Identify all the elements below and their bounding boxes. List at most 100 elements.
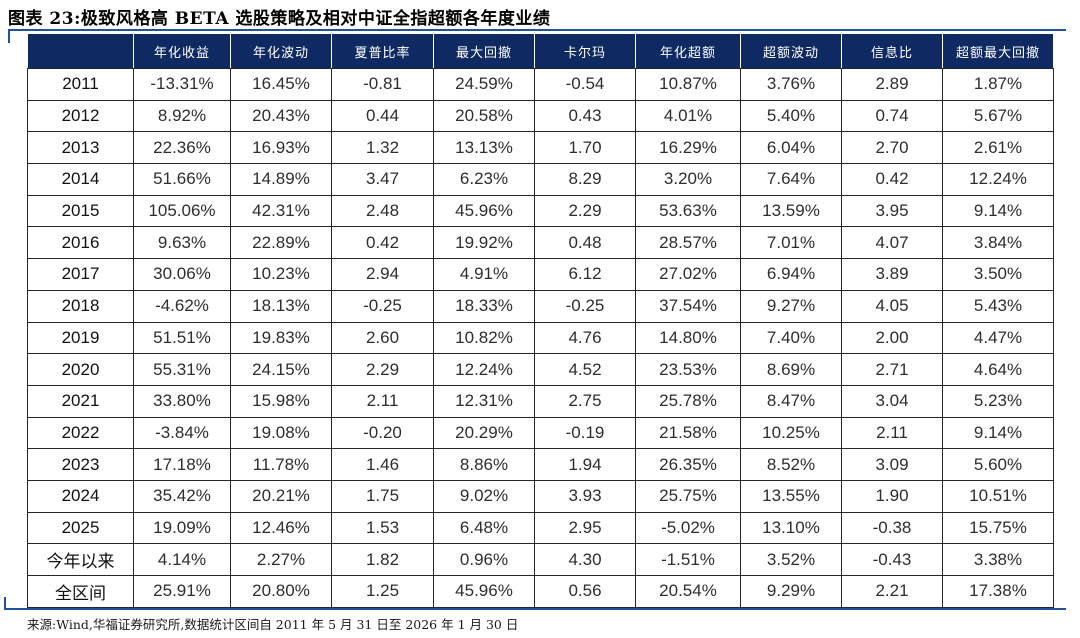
table-cell: 105.06% (133, 194, 231, 228)
row-label: 2014 (27, 163, 134, 196)
figure-title: 图表 23:极致风格高 BETA 选股策略及相对中证全指超额各年度业绩 (8, 9, 551, 29)
table-cell: 8.92% (133, 99, 231, 133)
table-cell: 0.48 (534, 226, 636, 260)
table-cell: 1.53 (331, 511, 434, 545)
table-cell: 10.23% (230, 258, 332, 291)
table-cell: 24.15% (230, 353, 332, 386)
table-cell: 14.80% (635, 321, 741, 355)
table-cell: 7.40% (740, 321, 842, 355)
table-cell: 0.56 (534, 575, 636, 608)
row-label: 2018 (27, 289, 134, 323)
table-cell: 1.87% (942, 68, 1054, 101)
table-cell: 2.94 (331, 258, 434, 291)
table-cell: -0.20 (331, 416, 434, 450)
row-label: 2011 (27, 68, 134, 101)
table-cell: 9.29% (740, 575, 842, 608)
table-cell: 25.75% (635, 479, 741, 513)
table-cell: 9.27% (740, 289, 842, 323)
table-cell: -0.25 (534, 289, 636, 323)
table-cell: 2.29 (331, 353, 434, 386)
table-cell: 20.58% (433, 99, 535, 133)
table-cell: 7.01% (740, 226, 842, 260)
table-cell: 4.64% (942, 353, 1054, 386)
table-cell: 26.35% (635, 448, 741, 481)
table-row: 2024 35.42% 20.21% 1.75 9.02% 3.93 25.75% 13.55… (27, 479, 1054, 513)
table-cell: 3.89 (841, 258, 943, 291)
table-cell: 17.38% (942, 575, 1054, 608)
row-label: 全区间 (27, 575, 134, 608)
table-row: 2017 30.06% 10.23% 2.94 4.91% 6.12 27.02% 6.94%… (27, 258, 1054, 291)
table-row: 2012 8.92% 20.43% 0.44 20.58% 0.43 4.01% 5.40% 0… (27, 99, 1054, 133)
table-cell: 5.60% (942, 448, 1054, 481)
table-cell: 18.13% (230, 289, 332, 323)
table-cell: 5.67% (942, 99, 1054, 133)
table-cell: 3.09 (841, 448, 943, 481)
table-cell: 1.90 (841, 479, 943, 513)
table-cell: 20.54% (635, 575, 741, 608)
table-cell: 4.52 (534, 353, 636, 386)
table-cell: 45.96% (433, 194, 535, 228)
table-row: 今年以来 4.14% 2.27% 1.82 0.96% 4.30 -1.51% 3.52% -0… (27, 543, 1054, 576)
table-cell: 19.09% (133, 511, 231, 545)
table-cell: 5.43% (942, 289, 1054, 323)
table-cell: -0.43 (841, 543, 943, 576)
table-cell: -3.84% (133, 416, 231, 450)
table-cell: 13.59% (740, 194, 842, 228)
row-label: 2023 (27, 448, 134, 481)
table-cell: 17.18% (133, 448, 231, 481)
table-cell: 1.32 (331, 131, 434, 165)
table-cell: 5.23% (942, 384, 1054, 418)
bottom-rule-divider (4, 597, 1066, 610)
performance-table: 年化收益 年化波动 夏普比率 最大回撤 卡尔玛 年化超额 超额波动 信息比 超额… (27, 33, 1054, 608)
table-cell: 9.14% (942, 416, 1054, 450)
table-cell: 42.31% (230, 194, 332, 228)
table-cell: 51.66% (133, 163, 231, 196)
table-cell: 3.20% (635, 163, 741, 196)
table-cell: 45.96% (433, 575, 535, 608)
table-cell: 2.71 (841, 353, 943, 386)
table-cell: 35.42% (133, 479, 231, 513)
table-cell: -4.62% (133, 289, 231, 323)
table-cell: 16.93% (230, 131, 332, 165)
table-cell: 19.83% (230, 321, 332, 355)
source-note: 来源:Wind,华福证券研究所,数据统计区间自 2011 年 5 月 31 日至… (27, 617, 519, 632)
table-cell: 14.89% (230, 163, 332, 196)
header-cell-annualized-return: 年化收益 (133, 33, 231, 69)
row-label: 今年以来 (27, 543, 134, 576)
table-cell: 2.60 (331, 321, 434, 355)
table-cell: 4.14% (133, 543, 231, 576)
table-row: 2021 33.80% 15.98% 2.11 12.31% 2.75 25.78% 8.47… (27, 384, 1054, 418)
table-cell: -0.19 (534, 416, 636, 450)
table-cell: 21.58% (635, 416, 741, 450)
table-cell: 0.43 (534, 99, 636, 133)
header-row: 年化收益 年化波动 夏普比率 最大回撤 卡尔玛 年化超额 超额波动 信息比 超额… (27, 33, 1054, 69)
table-cell: 20.29% (433, 416, 535, 450)
table-cell: 16.45% (230, 68, 332, 101)
table-cell: 13.13% (433, 131, 535, 165)
table-cell: 0.42 (331, 226, 434, 260)
table-cell: 8.29 (534, 163, 636, 196)
table-cell: 3.52% (740, 543, 842, 576)
table-cell: 3.76% (740, 68, 842, 101)
table-cell: 2.89 (841, 68, 943, 101)
header-cell-sharpe-ratio: 夏普比率 (331, 33, 434, 69)
header-cell-annualized-volatility: 年化波动 (230, 33, 332, 69)
table-row: 2011 -13.31% 16.45% -0.81 24.59% -0.54 10.87% 3… (27, 68, 1054, 101)
table-cell: 16.29% (635, 131, 741, 165)
table-cell: 3.47 (331, 163, 434, 196)
header-cell-calmar: 卡尔玛 (534, 33, 636, 69)
table-cell: 2.95 (534, 511, 636, 545)
table-cell: 12.24% (433, 353, 535, 386)
table-cell: 8.69% (740, 353, 842, 386)
table-cell: -0.25 (331, 289, 434, 323)
table-cell: 2.61% (942, 131, 1054, 165)
table-cell: 2.75 (534, 384, 636, 418)
table-row: 2025 19.09% 12.46% 1.53 6.48% 2.95 -5.02% 13.10… (27, 511, 1054, 545)
table-row: 2014 51.66% 14.89% 3.47 6.23% 8.29 3.20% 7.64% 0… (27, 163, 1054, 196)
table-cell: 51.51% (133, 321, 231, 355)
table-cell: 1.46 (331, 448, 434, 481)
table-cell: 15.98% (230, 384, 332, 418)
table-cell: 3.84% (942, 226, 1054, 260)
row-label: 2015 (27, 194, 134, 228)
table-cell: 2.27% (230, 543, 332, 576)
